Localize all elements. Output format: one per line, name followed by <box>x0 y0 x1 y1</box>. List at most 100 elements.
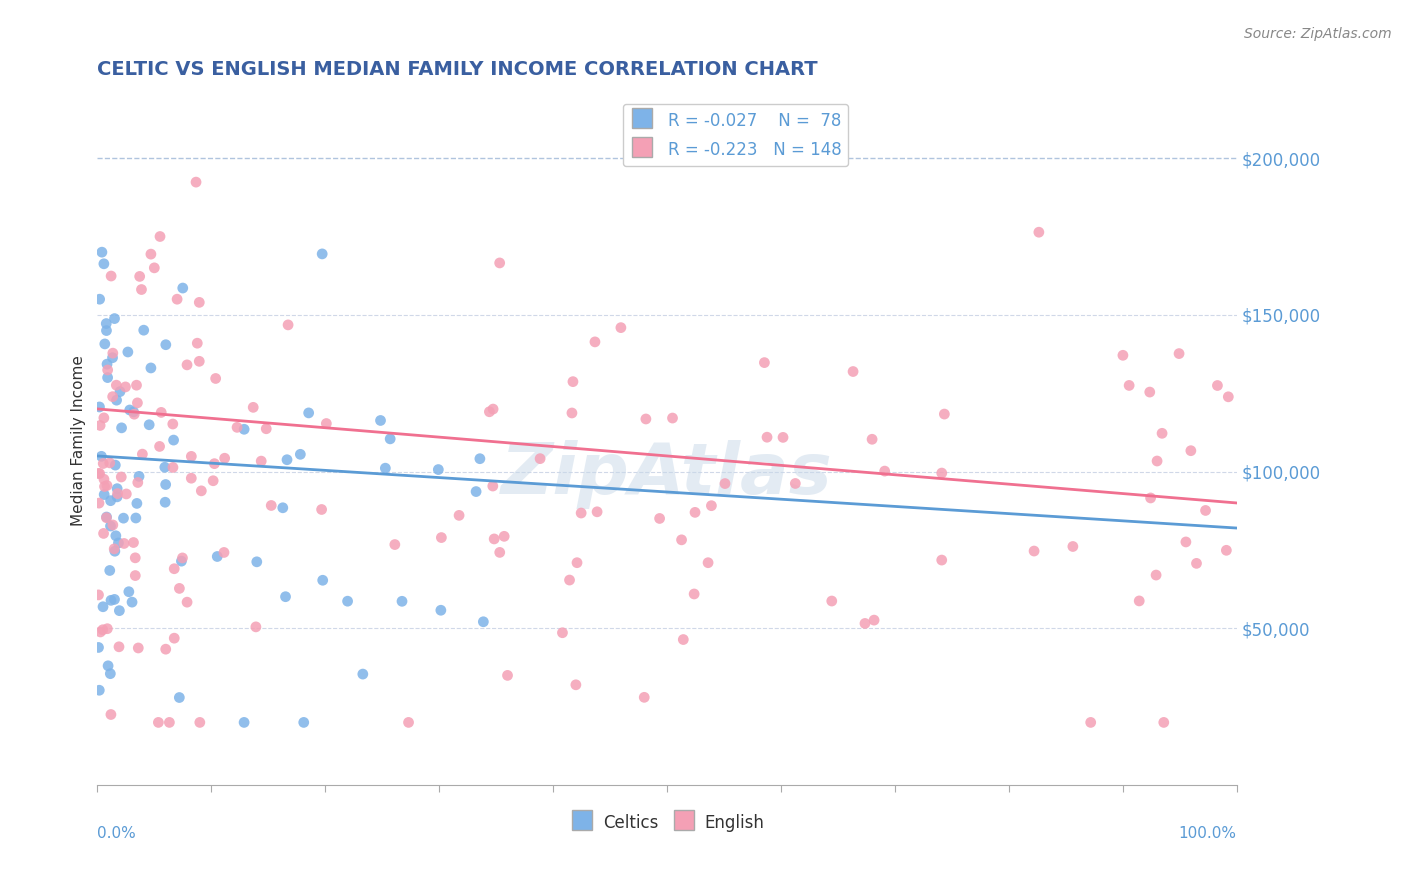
Text: 0.0%: 0.0% <box>97 827 136 841</box>
Point <box>105 378 128 392</box>
Point <box>89 418 111 433</box>
Point <box>1215 543 1237 558</box>
Point <box>97 658 120 673</box>
Point <box>103 541 125 556</box>
Point <box>465 484 488 499</box>
Point <box>101 346 124 360</box>
Point <box>1152 426 1174 441</box>
Point <box>155 337 177 351</box>
Point <box>1144 568 1167 582</box>
Point <box>184 175 207 189</box>
Point <box>1112 348 1135 362</box>
Point <box>105 393 128 408</box>
Point <box>214 451 236 466</box>
Point <box>188 295 211 310</box>
Point <box>96 324 118 338</box>
Point <box>586 505 609 519</box>
Point <box>430 603 453 617</box>
Point <box>104 544 127 558</box>
Point <box>430 531 453 545</box>
Point <box>122 535 145 549</box>
Point <box>162 433 184 447</box>
Point <box>370 413 392 427</box>
Point <box>91 599 114 614</box>
Point <box>105 490 128 504</box>
Point <box>931 553 953 567</box>
Point <box>90 245 112 260</box>
Point <box>93 0 115 9</box>
Point <box>124 568 146 582</box>
Point <box>101 518 124 533</box>
Point <box>672 632 695 647</box>
Point <box>125 496 148 510</box>
Point <box>108 384 131 399</box>
Point <box>1180 443 1202 458</box>
Point <box>315 417 337 431</box>
Point <box>558 573 581 587</box>
Point <box>290 447 312 461</box>
Point <box>245 620 267 634</box>
Text: CELTIC VS ENGLISH MEDIAN FAMILY INCOME CORRELATION CHART: CELTIC VS ENGLISH MEDIAN FAMILY INCOME C… <box>97 60 818 78</box>
Point <box>138 417 160 432</box>
Point <box>212 545 235 559</box>
Point <box>93 472 115 486</box>
Point <box>118 403 141 417</box>
Point <box>186 336 208 351</box>
Point <box>494 529 516 543</box>
Point <box>233 422 256 436</box>
Point <box>1062 540 1084 554</box>
Point <box>176 358 198 372</box>
Point <box>482 532 505 546</box>
Point <box>863 613 886 627</box>
Point <box>104 458 127 472</box>
Point <box>96 622 118 636</box>
Point <box>384 537 406 551</box>
Point <box>488 545 510 559</box>
Legend: Celtics, English: Celtics, English <box>562 805 772 838</box>
Point <box>105 482 128 496</box>
Point <box>112 511 135 525</box>
Point <box>98 456 121 470</box>
Point <box>821 594 844 608</box>
Point <box>233 715 256 730</box>
Point <box>583 334 606 349</box>
Point <box>143 260 166 275</box>
Text: 100.0%: 100.0% <box>1178 827 1237 841</box>
Point <box>90 450 112 464</box>
Point <box>1194 503 1216 517</box>
Point <box>853 616 876 631</box>
Point <box>427 462 450 476</box>
Point <box>139 361 162 376</box>
Point <box>700 499 723 513</box>
Point <box>1022 544 1045 558</box>
Point <box>155 642 177 657</box>
Point <box>565 678 588 692</box>
Point <box>89 467 111 481</box>
Point <box>274 590 297 604</box>
Point <box>482 402 505 417</box>
Point <box>172 550 194 565</box>
Point <box>155 477 177 491</box>
Point <box>180 450 202 464</box>
Point <box>1028 225 1050 239</box>
Point <box>89 683 111 698</box>
Point <box>242 401 264 415</box>
Point <box>1080 715 1102 730</box>
Point <box>250 454 273 468</box>
Point <box>496 668 519 682</box>
Point <box>125 511 148 525</box>
Point <box>132 323 155 337</box>
Point <box>97 363 120 377</box>
Point <box>115 487 138 501</box>
Point <box>153 495 176 509</box>
Point <box>87 588 110 602</box>
Point <box>131 447 153 461</box>
Point <box>697 556 720 570</box>
Point <box>277 318 299 332</box>
Text: ZipAtlas: ZipAtlas <box>501 441 832 509</box>
Point <box>139 247 162 261</box>
Point <box>398 715 420 730</box>
Point <box>714 476 737 491</box>
Point <box>127 475 149 490</box>
Point <box>352 667 374 681</box>
